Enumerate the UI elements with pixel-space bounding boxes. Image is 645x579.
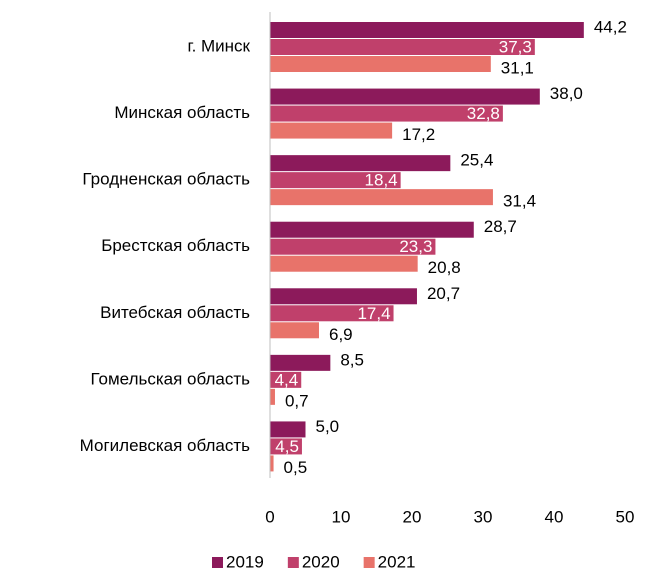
- data-label: 17,4: [357, 304, 390, 323]
- data-label: 23,3: [399, 237, 432, 256]
- legend-swatch: [212, 557, 223, 568]
- data-label: 28,7: [484, 217, 517, 236]
- category-label: Брестская область: [101, 236, 250, 255]
- data-label: 0,5: [284, 458, 308, 477]
- bar: [270, 189, 493, 206]
- x-tick-label: 30: [474, 507, 493, 526]
- bar: [270, 22, 584, 38]
- category-label: Гродненская область: [82, 170, 250, 189]
- bar: [270, 56, 491, 72]
- legend-label: 2019: [226, 552, 264, 571]
- x-tick-label: 20: [403, 507, 422, 526]
- data-label: 32,8: [467, 104, 500, 123]
- data-label: 44,2: [594, 17, 627, 36]
- legend-label: 2021: [378, 552, 416, 571]
- data-label: 38,0: [550, 84, 583, 103]
- category-label: Гомельская область: [90, 369, 250, 388]
- bar: [270, 455, 274, 472]
- data-label: 4,4: [275, 370, 299, 389]
- data-label: 0,7: [285, 391, 309, 410]
- bar: [270, 388, 275, 405]
- bar: [270, 255, 418, 272]
- bar: [270, 288, 417, 305]
- data-label: 8,5: [340, 350, 364, 369]
- data-label: 31,1: [501, 58, 534, 77]
- data-label: 17,2: [402, 125, 435, 144]
- data-label: 37,3: [499, 37, 532, 56]
- bar: [270, 238, 436, 255]
- bar: [270, 172, 401, 189]
- legend-swatch: [287, 557, 299, 568]
- bar: [270, 371, 302, 388]
- bar: [270, 122, 393, 139]
- data-label: 25,4: [460, 151, 493, 170]
- bar: [270, 105, 503, 122]
- category-label: Минская область: [114, 103, 250, 122]
- data-label: 18,4: [365, 171, 398, 190]
- category-label: Могилевская область: [80, 436, 251, 455]
- legend-label: 2020: [302, 552, 340, 571]
- data-label: 20,8: [428, 258, 461, 277]
- x-tick-label: 40: [545, 507, 564, 526]
- bar: [270, 305, 394, 322]
- bar: [270, 438, 302, 455]
- bar: [270, 155, 451, 172]
- data-label: 20,7: [427, 284, 460, 303]
- x-tick-label: 10: [332, 507, 351, 526]
- bar: [270, 354, 331, 371]
- data-label: 5,0: [316, 417, 340, 436]
- bar: [270, 88, 540, 105]
- category-label: Витебская область: [100, 303, 250, 322]
- data-label: 31,4: [503, 192, 536, 211]
- x-tick-label: 0: [265, 507, 274, 526]
- data-label: 4,5: [275, 437, 299, 456]
- bar: [270, 421, 306, 438]
- data-label: 6,9: [329, 325, 353, 344]
- bar: [270, 221, 474, 238]
- x-tick-label: 50: [616, 507, 635, 526]
- legend-swatch: [363, 557, 375, 568]
- bar: [270, 39, 535, 55]
- bar: [270, 322, 319, 339]
- category-label: г. Минск: [187, 36, 250, 55]
